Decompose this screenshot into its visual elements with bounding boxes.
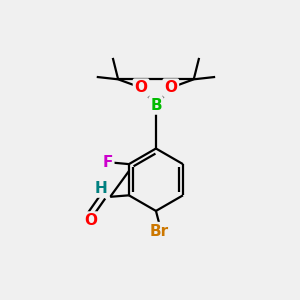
Text: F: F: [102, 155, 113, 170]
Text: B: B: [150, 98, 162, 113]
Text: Br: Br: [150, 224, 169, 238]
Text: O: O: [164, 80, 177, 95]
Text: O: O: [84, 213, 97, 228]
Text: O: O: [134, 80, 148, 95]
Text: H: H: [95, 181, 108, 196]
